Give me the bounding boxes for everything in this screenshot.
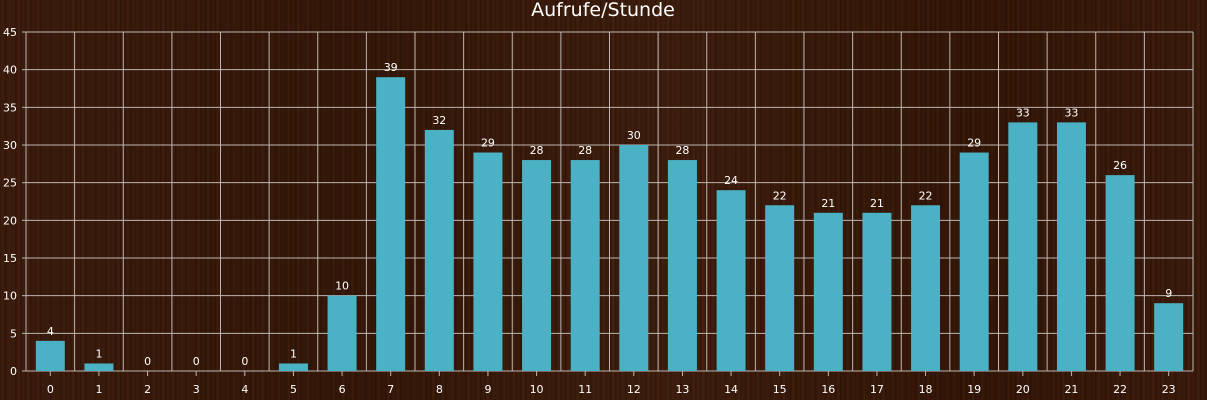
bar [35,340,65,371]
y-tick-label: 35 [3,101,17,114]
data-label: 0 [144,355,151,368]
data-label: 21 [870,197,884,210]
x-tick-label: 23 [1162,383,1176,396]
bar [1008,122,1038,372]
bar [522,160,552,371]
data-label: 0 [241,355,248,368]
data-label: 28 [530,144,544,157]
x-tick-label: 17 [870,383,884,396]
x-tick-label: 0 [47,383,54,396]
y-tick-label: 45 [3,26,17,39]
x-tick-label: 15 [773,383,787,396]
data-label: 0 [193,355,200,368]
bar [765,205,795,371]
data-label: 33 [1016,106,1030,119]
x-tick-label: 5 [290,383,297,396]
data-label: 30 [627,129,641,142]
data-label: 9 [1165,287,1172,300]
bar [716,190,746,371]
y-tick-label: 30 [3,139,17,152]
data-label: 4 [47,325,54,338]
bar [278,363,308,371]
x-tick-label: 4 [241,383,248,396]
x-tick-label: 6 [339,383,346,396]
bar [1056,122,1086,372]
x-tick-label: 21 [1064,383,1078,396]
bar [570,160,600,371]
bar [1154,303,1184,371]
data-label: 39 [384,61,398,74]
x-tick-label: 3 [193,383,200,396]
y-tick-label: 20 [3,214,17,227]
x-tick-label: 13 [675,383,689,396]
bar [862,212,892,371]
gridlines [25,31,1194,372]
x-tick-label: 16 [821,383,835,396]
data-label: 21 [821,197,835,210]
bar [376,77,406,371]
x-tick-label: 11 [578,383,592,396]
x-tick-label: 22 [1113,383,1127,396]
data-label: 10 [335,280,349,293]
data-label: 1 [290,347,297,360]
data-label: 33 [1064,106,1078,119]
y-tick-label: 25 [3,177,17,190]
y-tick-label: 40 [3,64,17,77]
data-label: 29 [481,137,495,150]
bar [424,129,454,371]
y-tick-label: 15 [3,252,17,265]
y-axis-ticks: 0 5 10 15 20 25 30 35 40 45 [3,26,26,378]
x-tick-label: 10 [530,383,544,396]
data-label: 22 [773,189,787,202]
bar [1105,175,1135,371]
bar [813,212,843,371]
x-tick-label: 14 [724,383,738,396]
y-tick-label: 0 [10,365,17,378]
x-tick-label: 12 [627,383,641,396]
data-label: 28 [675,144,689,157]
data-label: 32 [432,114,446,127]
bars [35,77,1184,372]
bar [911,205,941,371]
bar [84,363,114,371]
x-tick-label: 7 [387,383,394,396]
data-label: 26 [1113,159,1127,172]
data-label: 1 [95,347,102,360]
bar [667,160,697,371]
chart-title: Aufrufe/Stunde [531,0,675,21]
x-axis-ticks: 0 1 2 3 4 5 6 7 8 9 10 11 12 13 14 15 16 17 18 19 20 21 22 23 [47,371,1176,396]
bar [327,295,357,371]
bar [473,152,503,371]
bar [959,152,989,371]
y-tick-label: 10 [3,290,17,303]
data-label: 29 [967,137,981,150]
x-tick-label: 2 [144,383,151,396]
bar [619,145,649,371]
x-tick-label: 18 [919,383,933,396]
y-tick-label: 5 [10,327,17,340]
x-tick-label: 8 [436,383,443,396]
x-tick-label: 19 [967,383,981,396]
x-tick-label: 1 [95,383,102,396]
data-label: 28 [578,144,592,157]
data-label: 22 [919,189,933,202]
data-label: 24 [724,174,738,187]
x-tick-label: 20 [1016,383,1030,396]
x-tick-label: 9 [484,383,491,396]
